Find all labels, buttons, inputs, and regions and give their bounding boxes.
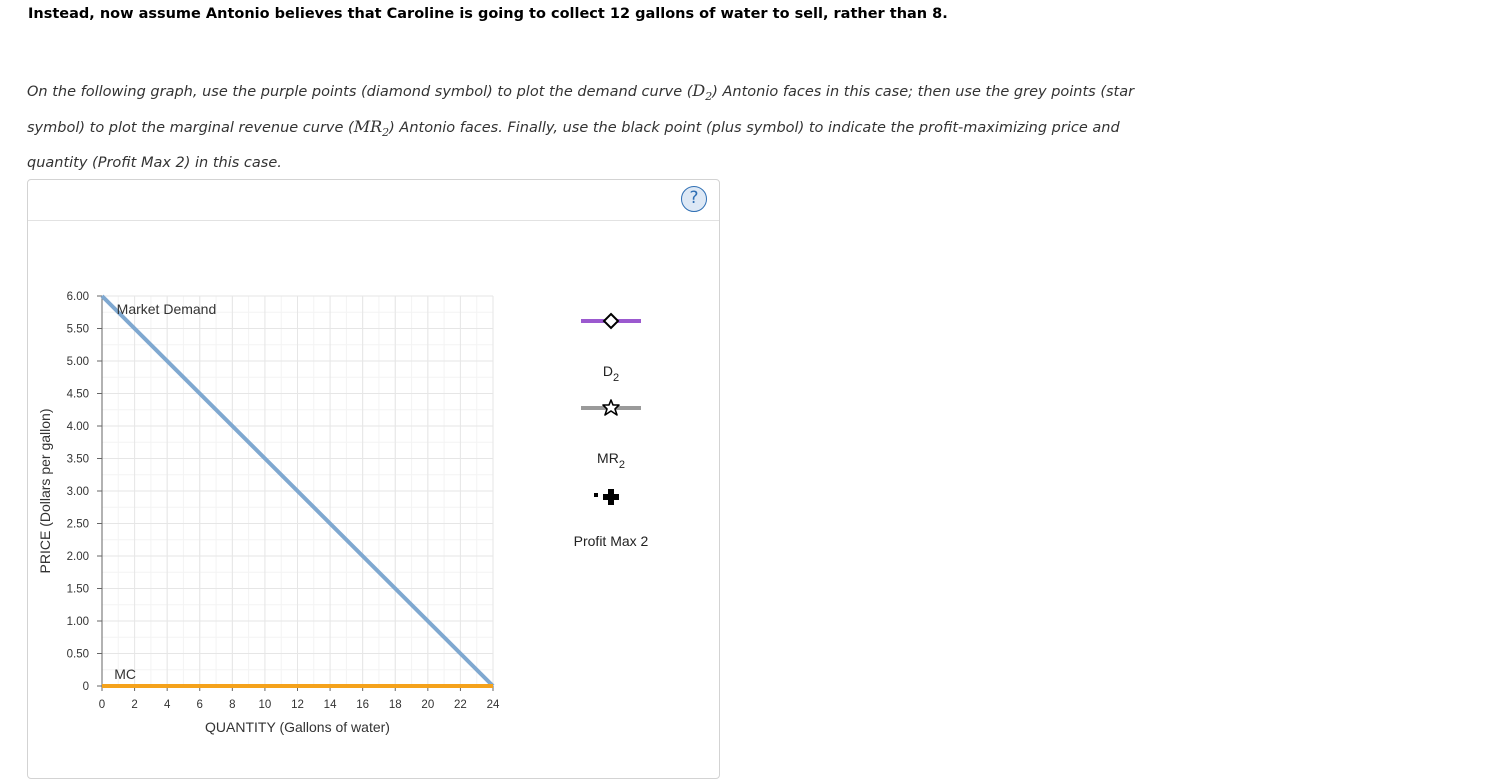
x-tick-label: 6: [197, 699, 203, 711]
y-tick-label: 1.00: [67, 616, 89, 628]
x-tick-label: 4: [164, 699, 171, 711]
x-tick-label: 12: [291, 699, 304, 711]
y-tick-label: 5.00: [67, 356, 89, 368]
series: Market Demand MC: [100, 294, 495, 688]
x-tick-label: 10: [259, 699, 272, 711]
x-tick-label: 22: [454, 699, 467, 711]
dot-icon: [594, 493, 598, 497]
market-demand-label: Market Demand: [117, 301, 217, 317]
x-axis-title: QUANTITY (Gallons of water): [205, 719, 390, 735]
y-tick-label: 3.50: [67, 454, 89, 466]
mc-label: MC: [114, 666, 136, 682]
x-tick-label: 18: [389, 699, 402, 711]
y-tick-label: 0.50: [67, 649, 89, 661]
plus-icon[interactable]: [603, 489, 619, 505]
palette-mr2[interactable]: MR2: [581, 399, 641, 471]
mr2-label: MR2: [597, 450, 625, 471]
y-tick-label: 2.50: [67, 519, 89, 531]
x-tick-label: 14: [324, 699, 337, 711]
y-tick-label: 3.00: [67, 486, 89, 498]
market-demand-curve: [100, 294, 495, 688]
graph-toolbar: ?: [28, 180, 719, 221]
mr2-symbol: MR2: [353, 117, 390, 140]
y-tick-label: 2.00: [67, 551, 89, 563]
x-tick-label: 16: [356, 699, 369, 711]
y-tick-label: 6.00: [67, 291, 89, 303]
palette-d2[interactable]: D2: [581, 312, 641, 384]
y-tick-label: 5.50: [67, 324, 89, 336]
chart-svg[interactable]: 0 2 4 6 8 10 12 14 16 18 20 22 2400.501.001.502.002.…: [28, 180, 719, 778]
help-button[interactable]: ?: [681, 186, 707, 212]
x-tick-label: 8: [229, 699, 235, 711]
x-tick-label: 2: [131, 699, 137, 711]
graph-panel: ? 0 2 4 6 8 10 12 14 16 18 20 22 24 0 0.50 1.00 1.50 2.00…: [27, 179, 720, 779]
star-icon[interactable]: [602, 399, 620, 416]
y-axis-title: PRICE (Dollars per gallon): [37, 409, 53, 574]
axes: [97, 295, 494, 691]
palette: D2 MR2 Profit Max 2: [574, 312, 649, 549]
x-tick-label: 24: [487, 699, 500, 711]
question-heading: Instead, now assume Antonio believes tha…: [28, 6, 948, 22]
profit-max-label: Profit Max 2: [574, 533, 649, 549]
y-tick-label: 4.50: [67, 389, 89, 401]
instructions-text: On the following graph, use the purple p…: [27, 81, 1135, 172]
diamond-icon[interactable]: [602, 312, 620, 330]
y-tick-label: 0: [83, 681, 89, 693]
d2-symbol: D2: [692, 81, 713, 104]
y-tick-label: 4.00: [67, 421, 89, 433]
d2-label: D2: [603, 363, 619, 384]
y-tick-label: 1.50: [67, 584, 89, 596]
palette-profit-max[interactable]: Profit Max 2: [574, 489, 649, 549]
x-tick-label: 0: [99, 699, 105, 711]
tick-labels: 0 2 4 6 8 10 12 14 16 18 20 22 2400.501.001.502.002.…: [67, 291, 500, 711]
x-tick-label: 20: [421, 699, 434, 711]
